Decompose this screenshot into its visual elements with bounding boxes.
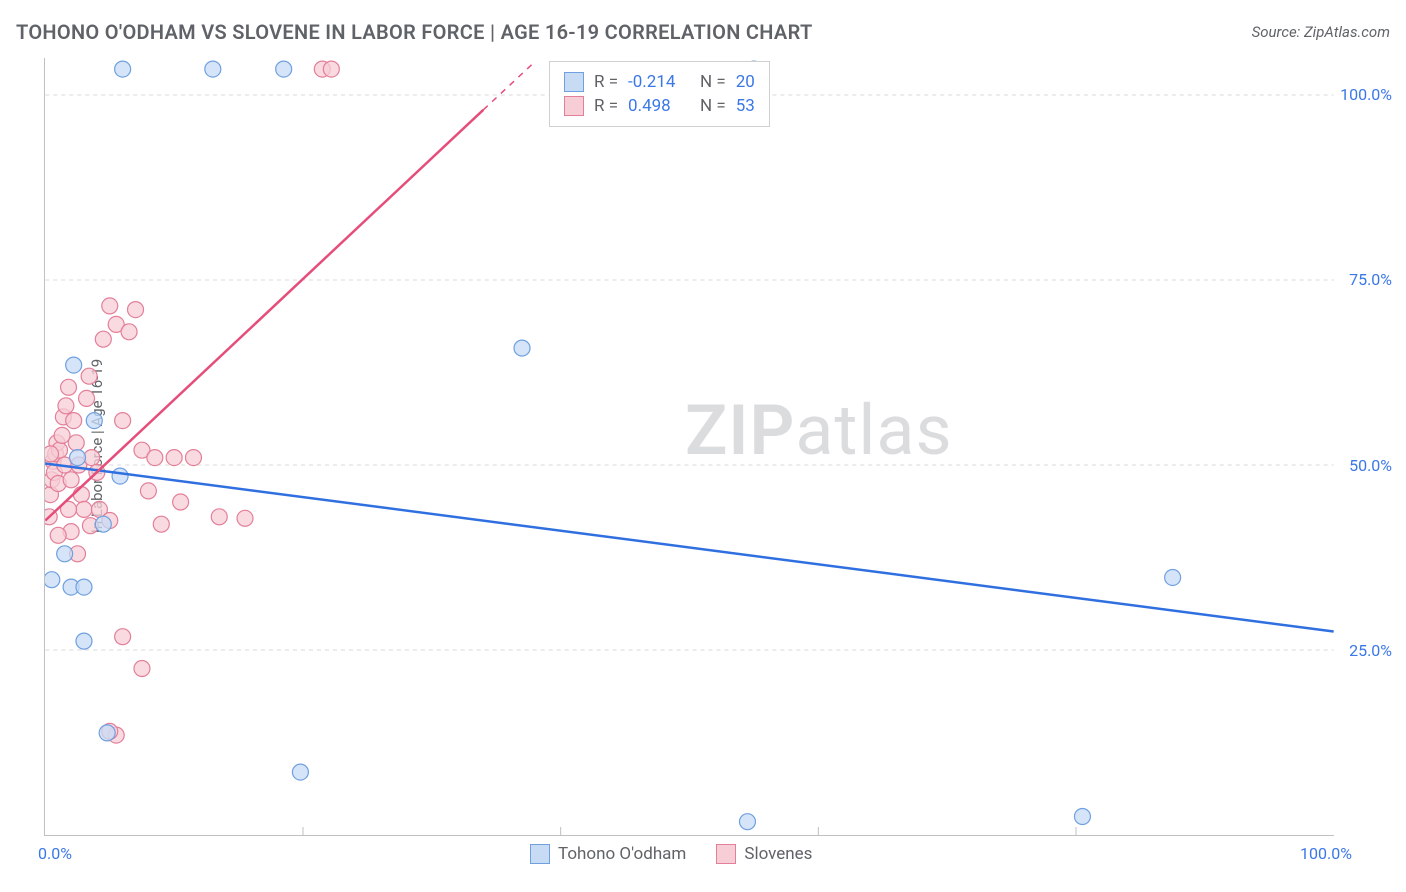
data-point	[76, 633, 92, 649]
series-legend: Tohono O'odham Slovenes	[530, 844, 812, 864]
data-point	[115, 61, 131, 77]
data-point	[58, 398, 74, 414]
regression-line	[45, 110, 483, 521]
data-point	[112, 468, 128, 484]
x-tick-0: 0.0%	[38, 844, 72, 863]
legend-r-label: R =	[594, 72, 618, 92]
correlation-legend: R = -0.214 N = 20 R = 0.498 N = 53	[549, 61, 770, 127]
data-point	[115, 629, 131, 645]
data-point	[121, 324, 137, 340]
data-point	[153, 516, 169, 532]
data-point	[211, 509, 227, 525]
data-point	[173, 494, 189, 510]
legend-swatch	[716, 844, 736, 864]
chart-source: Source: ZipAtlas.com	[1252, 23, 1390, 41]
data-point	[54, 427, 70, 443]
data-point	[57, 546, 73, 562]
data-point	[68, 435, 84, 451]
data-point	[292, 764, 308, 780]
data-point	[95, 516, 111, 532]
data-point	[45, 446, 58, 462]
series-legend-item: Tohono O'odham	[530, 844, 686, 864]
data-point	[128, 302, 144, 318]
data-point	[73, 487, 89, 503]
data-point	[61, 379, 77, 395]
data-point	[70, 450, 86, 466]
data-point	[115, 413, 131, 429]
chart-header: TOHONO O'ODHAM VS SLOVENE IN LABOR FORCE…	[16, 20, 1390, 44]
data-point	[147, 450, 163, 466]
data-point	[63, 472, 79, 488]
data-point	[205, 61, 221, 77]
data-point	[66, 357, 82, 373]
legend-n-label: N =	[700, 96, 726, 116]
y-tick-label: 100.0%	[1340, 85, 1392, 104]
chart-title: TOHONO O'ODHAM VS SLOVENE IN LABOR FORCE…	[16, 20, 813, 44]
data-point	[95, 331, 111, 347]
plot-svg	[45, 58, 1334, 835]
data-point	[76, 579, 92, 595]
data-point	[166, 450, 182, 466]
series-legend-item: Slovenes	[716, 844, 812, 864]
regression-line-dashed	[483, 62, 535, 110]
legend-n-label: N =	[700, 72, 726, 92]
data-point	[514, 340, 530, 356]
legend-r-value: 0.498	[628, 96, 690, 116]
data-point	[45, 572, 60, 588]
data-point	[66, 413, 82, 429]
data-point	[1165, 569, 1181, 585]
data-point	[739, 814, 755, 830]
data-point	[1074, 809, 1090, 825]
data-point	[102, 298, 118, 314]
y-tick-label: 75.0%	[1349, 270, 1392, 289]
data-point	[323, 61, 339, 77]
data-point	[134, 661, 150, 677]
data-point	[76, 501, 92, 517]
x-tick-1: 100.0%	[1300, 844, 1352, 863]
legend-row: R = 0.498 N = 53	[564, 94, 755, 118]
data-point	[185, 450, 201, 466]
series-legend-label: Slovenes	[744, 844, 812, 864]
legend-r-value: -0.214	[628, 72, 690, 92]
legend-swatch	[530, 844, 550, 864]
y-tick-label: 50.0%	[1349, 456, 1392, 475]
data-point	[140, 483, 156, 499]
data-point	[81, 368, 97, 384]
legend-swatch	[564, 72, 584, 92]
series-legend-label: Tohono O'odham	[558, 844, 686, 864]
legend-n-value: 20	[736, 72, 755, 92]
legend-row: R = -0.214 N = 20	[564, 70, 755, 94]
data-point	[276, 61, 292, 77]
legend-swatch	[564, 96, 584, 116]
data-point	[86, 413, 102, 429]
data-point	[99, 725, 115, 741]
chart-plot-area: ZIPatlas R =-0.214N =20R =0.498N =53	[44, 58, 1334, 836]
legend-r-label: R =	[594, 96, 618, 116]
y-tick-label: 25.0%	[1349, 641, 1392, 660]
data-point	[79, 390, 95, 406]
legend-n-value: 53	[736, 96, 755, 116]
data-point	[237, 510, 253, 526]
regression-line	[45, 464, 1333, 632]
data-point	[50, 527, 66, 543]
